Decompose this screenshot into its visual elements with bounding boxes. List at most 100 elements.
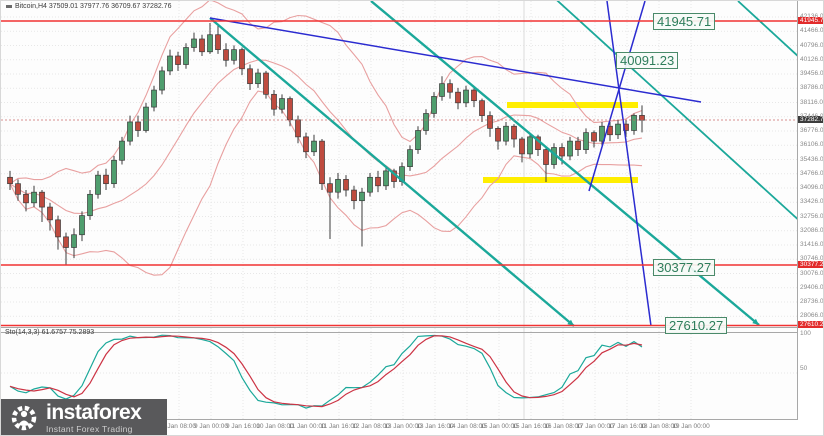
candle: [351, 189, 357, 202]
time-axis-label: 11 Jan 00:00: [288, 423, 326, 430]
time-axis-label: 19 Jan 00:00: [672, 423, 710, 430]
time-axis-label: 9 Jan 00:00: [194, 423, 228, 430]
candle: [487, 115, 493, 129]
instaforex-gear-icon: [11, 405, 37, 431]
candle: [271, 93, 277, 110]
time-axis-label: 18 Jan 08:00: [640, 423, 678, 430]
candle: [167, 55, 173, 72]
candle: [367, 176, 373, 193]
time-axis-label: 15 Jan 00:00: [480, 423, 518, 430]
price-axis-label: 36776.05: [800, 127, 824, 134]
candle: [183, 47, 189, 65]
candle: [71, 234, 77, 248]
candle: [63, 236, 69, 248]
candle: [255, 72, 261, 85]
time-axis-label: 10 Jan 08:00: [256, 423, 294, 430]
time-axis-label: 9 Jan 16:00: [226, 423, 260, 430]
candle: [87, 193, 93, 216]
candle: [567, 140, 573, 157]
indicator-title: Sto(14,3,3) 61.6757 75.2893: [5, 329, 95, 336]
main-plot: [7, 1, 824, 327]
candle: [207, 34, 213, 53]
candle: [31, 191, 37, 204]
candle: [599, 125, 605, 142]
candle: [7, 176, 13, 185]
teal-trendline[interactable]: [549, 1, 824, 244]
arrowhead-icon: [567, 319, 574, 326]
yellow-zone[interactable]: [507, 102, 638, 108]
candle: [231, 49, 237, 61]
candle: [463, 89, 469, 104]
indicator-axis-label: 50: [800, 365, 808, 372]
arrowhead-icon: [752, 318, 759, 325]
time-axis[interactable]: 8 Jan 08:00 9 Jan 00:00 9 Jan 16:00 10 Jan …: [1, 420, 798, 435]
time-axis-label: 8 Jan 08:00: [162, 423, 196, 430]
indicator-axis-label: 100: [800, 330, 811, 337]
candle: [311, 140, 317, 153]
candle: [335, 179, 341, 193]
candle: [159, 70, 165, 91]
symbol-ohlc-text: Bitcoin,H4 37509.01 37977.76 36709.67 37…: [15, 3, 172, 10]
candle: [119, 140, 125, 161]
stochastic-d-line: [9, 335, 643, 408]
candle: [495, 128, 501, 142]
candle: [295, 119, 301, 138]
candle: [455, 91, 461, 104]
teal-trendline[interactable]: [737, 1, 824, 81]
price-axis-tag: 41945.71: [798, 16, 824, 24]
teal-trendline[interactable]: [370, 1, 760, 326]
broker-logo: instaforex Instant Forex Trading: [1, 399, 167, 435]
price-axis-label: 29406.05: [800, 283, 824, 291]
price-axis-tag: 37282.76: [798, 115, 824, 123]
price-axis-label: 30746.05: [800, 255, 824, 263]
price-axis-label: 30076.05: [800, 269, 824, 277]
candle: [239, 49, 245, 70]
candle: [103, 174, 109, 185]
price-callout-41945[interactable]: 41945.71: [653, 13, 716, 30]
candle: [223, 49, 229, 61]
candle: [447, 83, 453, 93]
price-axis-label: 40796.05: [800, 41, 824, 49]
price-axis[interactable]: 42136.0541466.0540796.0540126.0539456.05…: [798, 1, 824, 435]
time-axis-label: 15 Jan 16:00: [512, 423, 550, 430]
candle: [47, 206, 53, 221]
yellow-zone[interactable]: [483, 177, 638, 183]
candle: [527, 136, 533, 155]
candle: [359, 191, 365, 202]
candle: [287, 98, 293, 121]
candle: [135, 121, 141, 131]
candle: [439, 83, 445, 97]
candle: [23, 193, 29, 204]
price-axis-label: 38116.05: [800, 98, 824, 106]
indicator-plot: [1, 334, 797, 409]
logo-name: instaforex: [46, 401, 142, 425]
symbol-marker-icon: [6, 5, 12, 8]
price-axis-label: 39456.05: [800, 70, 824, 77]
candle: [327, 183, 333, 193]
candle: [303, 136, 309, 153]
candle: [631, 115, 637, 131]
candle: [319, 140, 325, 185]
price-callout-27610[interactable]: 27610.27: [665, 317, 728, 334]
candle: [279, 98, 285, 110]
candle: [407, 149, 413, 168]
blue-trendline[interactable]: [588, 1, 646, 192]
candle: [127, 121, 133, 142]
price-axis-label: 31416.05: [800, 241, 824, 248]
price-axis-label: 32756.05: [800, 212, 824, 220]
blue-trendline[interactable]: [606, 1, 652, 327]
candle: [591, 132, 597, 142]
price-callout-40091[interactable]: 40091.23: [616, 52, 679, 69]
teal-trendline[interactable]: [209, 17, 575, 327]
price-callout-30377[interactable]: 30377.27: [653, 259, 716, 276]
price-axis-label: 33426.05: [800, 198, 824, 206]
candle: [95, 174, 101, 195]
price-axis-label: 41466.05: [800, 27, 824, 35]
candle: [175, 55, 181, 65]
candle: [575, 140, 581, 150]
candle: [215, 34, 221, 50]
chart-title: Bitcoin,H4 37509.01 37977.76 36709.67 37…: [6, 3, 171, 10]
candle: [143, 106, 149, 131]
price-axis-label: 28736.05: [800, 298, 824, 305]
